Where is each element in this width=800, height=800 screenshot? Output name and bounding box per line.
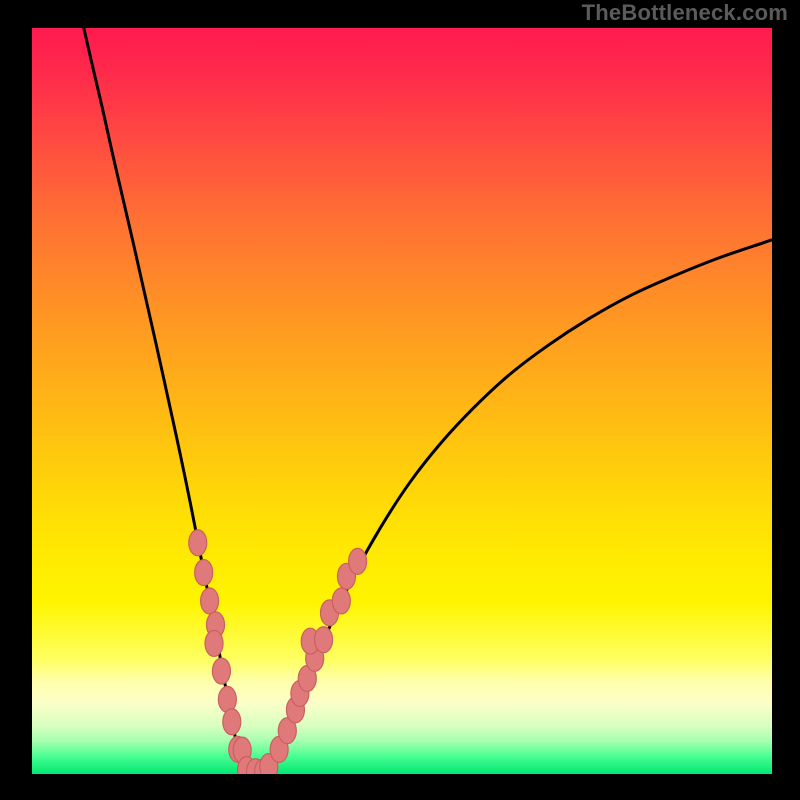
marker-point — [332, 588, 350, 614]
marker-point — [212, 658, 230, 684]
marker-point — [205, 630, 223, 656]
curve-layer — [32, 28, 772, 774]
marker-point — [223, 709, 241, 735]
marker-point — [349, 548, 367, 574]
marker-point — [189, 530, 207, 556]
marker-point — [315, 627, 333, 653]
marker-point — [201, 588, 219, 614]
chart-container: TheBottleneck.com — [0, 0, 800, 800]
plot-area — [32, 28, 772, 774]
curve-right-branch — [261, 240, 772, 773]
attribution-text: TheBottleneck.com — [582, 0, 788, 26]
marker-point — [195, 560, 213, 586]
